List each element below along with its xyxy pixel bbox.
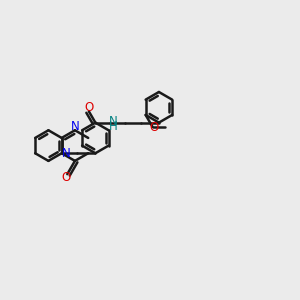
Text: N: N [61,147,70,160]
Text: O: O [61,171,70,184]
Text: O: O [84,101,94,114]
Text: H: H [110,120,118,133]
Text: N: N [110,115,118,128]
Text: N: N [70,120,79,133]
Text: O: O [149,121,159,134]
